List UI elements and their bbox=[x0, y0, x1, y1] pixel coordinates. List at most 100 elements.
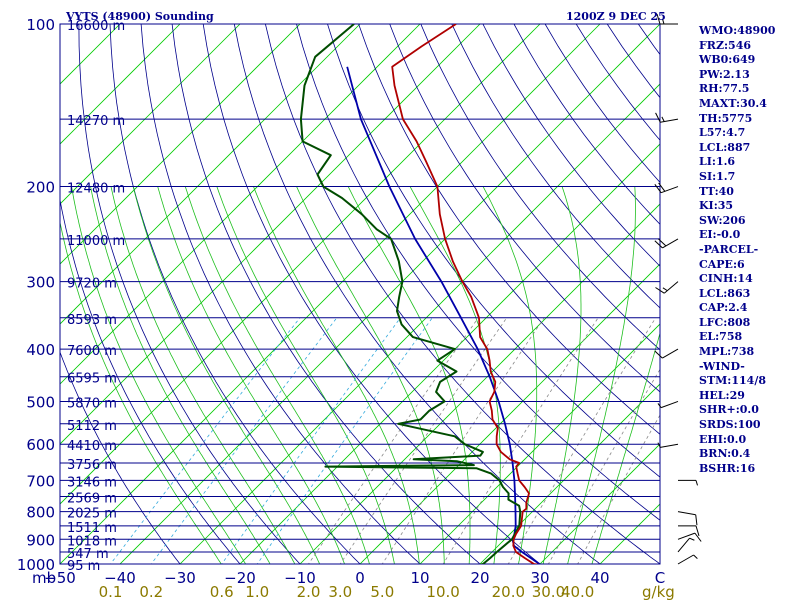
moist-adiabat-lines bbox=[60, 186, 660, 564]
temperature-tick-label: 20 bbox=[470, 569, 489, 587]
isotherm-line bbox=[60, 24, 181, 145]
height-label: 9720 m bbox=[67, 277, 117, 292]
wind-barb-staff bbox=[662, 348, 679, 359]
height-label: 547 m bbox=[67, 547, 109, 562]
mixing-ratio-line bbox=[442, 317, 599, 564]
height-label: 12480 m bbox=[67, 182, 125, 197]
moist-adiabat-line bbox=[347, 186, 471, 564]
pressure-label: 600 bbox=[26, 436, 55, 454]
moist-adiabat-line bbox=[253, 186, 420, 564]
isotherm-line bbox=[299, 203, 660, 564]
height-label: 3756 m bbox=[67, 458, 117, 473]
pressure-label: 100 bbox=[26, 16, 55, 34]
index-item: LCL:863 bbox=[699, 286, 751, 300]
height-label: 95 m bbox=[67, 559, 100, 574]
wind-barb-staff bbox=[662, 238, 679, 249]
mixing-ratio-labels: 0.1 0.2 0.6 1.0 2.0 3.0 5.0 10.0 20.0 30.040.0 g/k… bbox=[99, 583, 675, 600]
pressure-label: 900 bbox=[26, 531, 55, 549]
mixing-ratio-line bbox=[577, 414, 660, 564]
moist-adiabat-line bbox=[110, 186, 296, 564]
dry-adiabat-line bbox=[420, 24, 660, 351]
isotherm-line bbox=[479, 383, 660, 564]
temperature-tick-label: 10 bbox=[410, 569, 429, 587]
index-item: RH:77.5 bbox=[699, 82, 750, 96]
wind-barb-flag bbox=[654, 184, 662, 194]
wind-barb-flag bbox=[695, 514, 698, 526]
isotherm-line bbox=[60, 24, 361, 325]
wind-barb-half bbox=[662, 287, 668, 292]
wind-barb-staff bbox=[677, 532, 696, 540]
isotherm-line bbox=[359, 263, 660, 564]
mixing-ratio-tick-label: 5.0 bbox=[370, 583, 394, 600]
isotherm-line bbox=[179, 83, 660, 564]
dry-adiabat-line bbox=[171, 24, 481, 564]
mixing-ratio-tick-label: 40.0 bbox=[561, 583, 594, 600]
index-item: L57:4.7 bbox=[699, 126, 746, 140]
index-item: SRDS:100 bbox=[699, 418, 761, 432]
wind-profile bbox=[654, 13, 702, 565]
moist-adiabat-line bbox=[132, 186, 321, 564]
index-item: TH:5775 bbox=[699, 111, 753, 125]
index-item: MPL:738 bbox=[699, 345, 755, 359]
index-item: CINH:14 bbox=[699, 272, 753, 286]
dry-adiabat-line bbox=[109, 24, 361, 564]
height-label: 5870 m bbox=[67, 396, 117, 411]
index-item: CAPE:6 bbox=[699, 257, 745, 271]
wind-barb-flag bbox=[656, 13, 661, 25]
index-item: -PARCEL- bbox=[699, 242, 759, 256]
temperature-labels: −50 −40 −30 −20 −10 0 10 20 30 40 C bbox=[44, 569, 665, 587]
pressure-label: 800 bbox=[26, 504, 55, 522]
index-item: CAP:2.4 bbox=[699, 301, 748, 315]
mixing-ratio-tick-label: 3.0 bbox=[328, 583, 352, 600]
dry-adiabat-line bbox=[389, 24, 660, 393]
moist-adiabat-line bbox=[60, 220, 222, 564]
temperature-tick-label: −40 bbox=[104, 569, 136, 587]
pressure-label: 200 bbox=[26, 179, 55, 197]
index-item: SI:1.7 bbox=[699, 169, 736, 183]
station-title: VYTS (48900) Sounding bbox=[66, 10, 214, 23]
mixing-ratio-tick-label: 1.0 bbox=[245, 583, 269, 600]
isotherm-line bbox=[60, 24, 61, 25]
pressure-label: 1000 bbox=[17, 556, 55, 574]
stability-indices-list: WMO:48900 FRZ:546 WB0:649 PW:2.13 RH:77.… bbox=[699, 24, 775, 476]
temperature-tick-label: −30 bbox=[164, 569, 196, 587]
index-item: EL:758 bbox=[699, 330, 743, 344]
height-label: 4410 m bbox=[67, 439, 117, 454]
wind-barb-flag bbox=[658, 182, 666, 192]
wind-barb-flag bbox=[654, 240, 663, 249]
mixing-ratio-tick-label: 2.0 bbox=[297, 583, 321, 600]
dry-adiabat-line bbox=[327, 24, 660, 478]
height-label: 7600 m bbox=[67, 344, 117, 359]
moist-adiabat-line bbox=[216, 186, 395, 564]
moist-adiabat-line bbox=[296, 186, 445, 564]
index-item: -WIND- bbox=[699, 359, 745, 373]
plot-frame bbox=[59, 23, 661, 565]
height-label: 6595 m bbox=[67, 372, 117, 387]
wind-barb-flag bbox=[654, 350, 663, 359]
moist-adiabat-line bbox=[184, 186, 370, 564]
moist-adiabat-line bbox=[409, 186, 501, 564]
height-label: 1018 m bbox=[67, 534, 117, 549]
mixing-ratio-tick-label: 20.0 bbox=[492, 583, 525, 600]
height-label: 16600 m bbox=[67, 19, 125, 34]
index-item: PW:2.13 bbox=[699, 67, 750, 81]
temperature-tick-label: 40 bbox=[590, 569, 609, 587]
sounding-profiles bbox=[299, 24, 542, 564]
isotherm-line bbox=[60, 24, 301, 265]
wind-barb-staff bbox=[660, 186, 679, 194]
index-item: WB0:649 bbox=[699, 53, 756, 67]
isotherm-line bbox=[60, 24, 541, 505]
mixing-ratio-tick-label: 0.1 bbox=[99, 583, 123, 600]
dry-adiabat-line bbox=[60, 197, 241, 564]
isotherm-line bbox=[0, 12, 12, 575]
height-label: 2569 m bbox=[67, 492, 117, 507]
mixing-ratio-line bbox=[381, 317, 545, 564]
index-item: SHR+:0.0 bbox=[699, 403, 759, 417]
height-label: 1511 m bbox=[67, 521, 117, 536]
temperature-trace bbox=[391, 24, 540, 564]
index-item: LFC:808 bbox=[699, 315, 751, 329]
wind-barb-staff bbox=[660, 400, 679, 409]
height-label: 5112 m bbox=[67, 419, 117, 434]
pressure-unit-label: mb bbox=[32, 569, 56, 587]
height-label: 8593 m bbox=[67, 313, 117, 328]
